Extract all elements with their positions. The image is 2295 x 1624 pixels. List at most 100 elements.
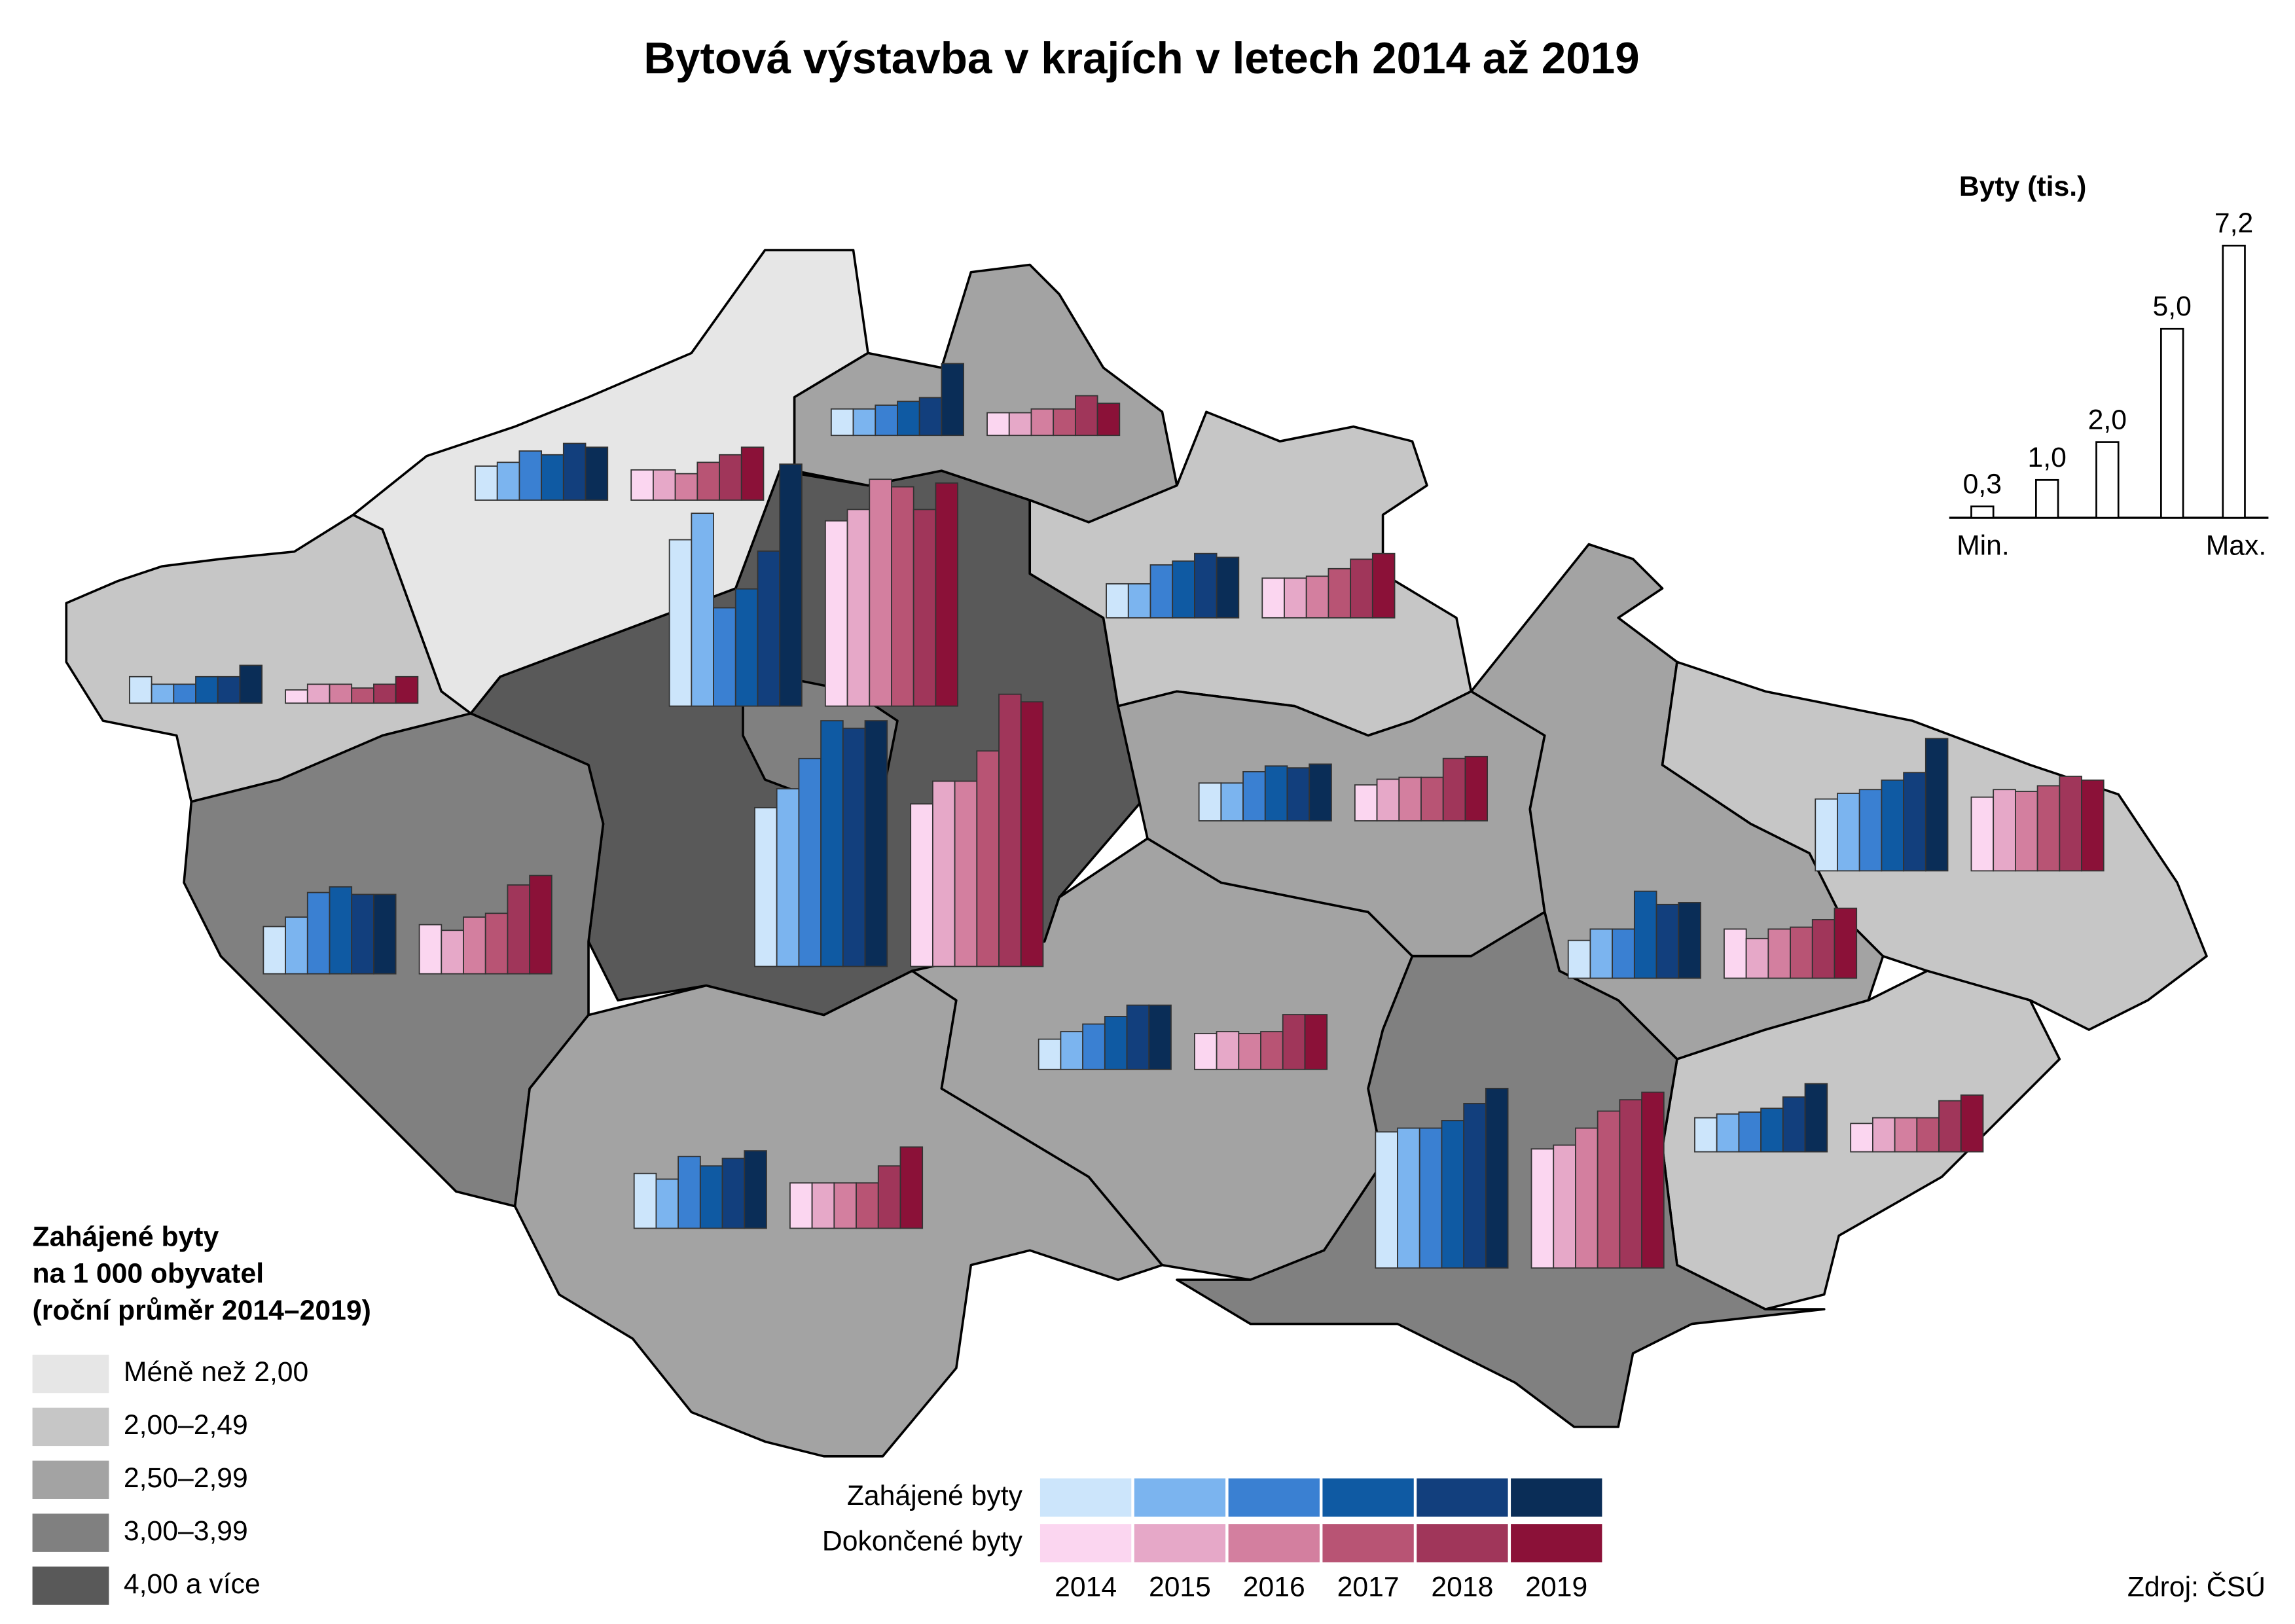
bar [691, 513, 714, 707]
bar [1060, 1031, 1084, 1070]
bar [1619, 1099, 1642, 1269]
bar [529, 875, 552, 975]
size-key-label: 5,0 [2153, 291, 2192, 322]
bar [329, 683, 353, 704]
bar [262, 926, 286, 975]
bar [630, 469, 654, 501]
bar [1074, 395, 1098, 437]
legend-swatch [32, 1513, 109, 1552]
year-label: 2017 [1337, 1571, 1400, 1602]
bar [475, 465, 498, 501]
bar [418, 924, 443, 975]
bar [713, 607, 736, 707]
bar [1020, 701, 1044, 967]
legend-swatch [32, 1354, 109, 1394]
bar [1304, 1014, 1328, 1070]
bar [1398, 776, 1422, 821]
bar [373, 683, 397, 704]
bar [1442, 757, 1466, 821]
bar [721, 1157, 746, 1229]
size-key-bar [1970, 505, 1995, 519]
bar [2081, 779, 2105, 872]
bar [1242, 771, 1266, 821]
bar [239, 664, 263, 704]
bar [285, 689, 308, 704]
size-key-bar [2095, 441, 2120, 519]
bar [2036, 785, 2061, 872]
bar [1282, 1014, 1306, 1070]
bar [1694, 1117, 1718, 1153]
bar [1464, 755, 1489, 821]
size-key-title: Byty (tis.) [1959, 171, 2087, 202]
bar [696, 461, 720, 501]
size-key-bar [2222, 244, 2246, 519]
region-bars [128, 363, 2105, 1269]
year-label: 2018 [1431, 1571, 1493, 1602]
bar [1463, 1103, 1487, 1269]
series-legend-swatch [1322, 1524, 1414, 1562]
size-key-label: 7,2 [2214, 208, 2253, 239]
legend-swatch [32, 1407, 109, 1447]
legend-title: na 1 000 obyvatel [33, 1258, 264, 1290]
bar [1858, 789, 1883, 872]
bar [329, 886, 353, 975]
bar [757, 550, 781, 707]
bar [1837, 793, 1860, 872]
series-legend-swatch [1039, 1524, 1132, 1562]
bar [1485, 1087, 1509, 1269]
bar [931, 780, 956, 967]
bar [1925, 738, 1949, 872]
bar [1790, 926, 1813, 979]
bar [1354, 784, 1378, 821]
bar [173, 683, 196, 704]
bar [856, 1182, 879, 1229]
series-legend-swatch [1322, 1478, 1414, 1517]
bar [2059, 776, 2082, 872]
bar [1220, 782, 1244, 821]
bar [507, 884, 531, 975]
bar [1811, 919, 1835, 979]
bar [719, 454, 742, 501]
bar [869, 478, 892, 707]
bar [1903, 772, 1926, 872]
bar [976, 750, 1000, 967]
bar [655, 1178, 679, 1229]
bar [562, 442, 587, 501]
bar [1328, 568, 1352, 619]
bar [1238, 1033, 1261, 1070]
bar [1419, 1127, 1443, 1269]
bar [1194, 552, 1218, 619]
bar [1894, 1117, 1918, 1153]
bar [842, 727, 866, 967]
bar [954, 780, 978, 967]
bar [1264, 765, 1288, 821]
title: Bytová výstavba v krajích v letech 2014 … [643, 34, 1639, 83]
bar [1678, 902, 1701, 979]
bar [998, 693, 1022, 967]
bar [217, 676, 241, 704]
bar [1371, 552, 1396, 619]
bar [1716, 1113, 1740, 1153]
bar [1612, 928, 1635, 979]
bar [1441, 1120, 1465, 1269]
bar [1261, 577, 1285, 619]
region [1028, 410, 1473, 737]
bar [633, 1172, 657, 1229]
bar [1834, 907, 1858, 979]
bar [986, 412, 1010, 437]
bar [1597, 1110, 1621, 1269]
year-label: 2019 [1525, 1571, 1587, 1602]
bar [306, 892, 331, 975]
bar [852, 408, 876, 437]
bar [1148, 1004, 1172, 1070]
bar [1724, 928, 1747, 979]
size-key-max: Max. [2206, 530, 2267, 561]
series-legend-swatch [1511, 1524, 1602, 1562]
bar [1030, 408, 1055, 437]
bar [833, 1182, 857, 1229]
bar [518, 450, 543, 501]
bar [1938, 1100, 1962, 1153]
bar [1260, 1031, 1284, 1070]
bar [1633, 890, 1657, 979]
legend-label: Méně než 2,00 [124, 1356, 308, 1388]
